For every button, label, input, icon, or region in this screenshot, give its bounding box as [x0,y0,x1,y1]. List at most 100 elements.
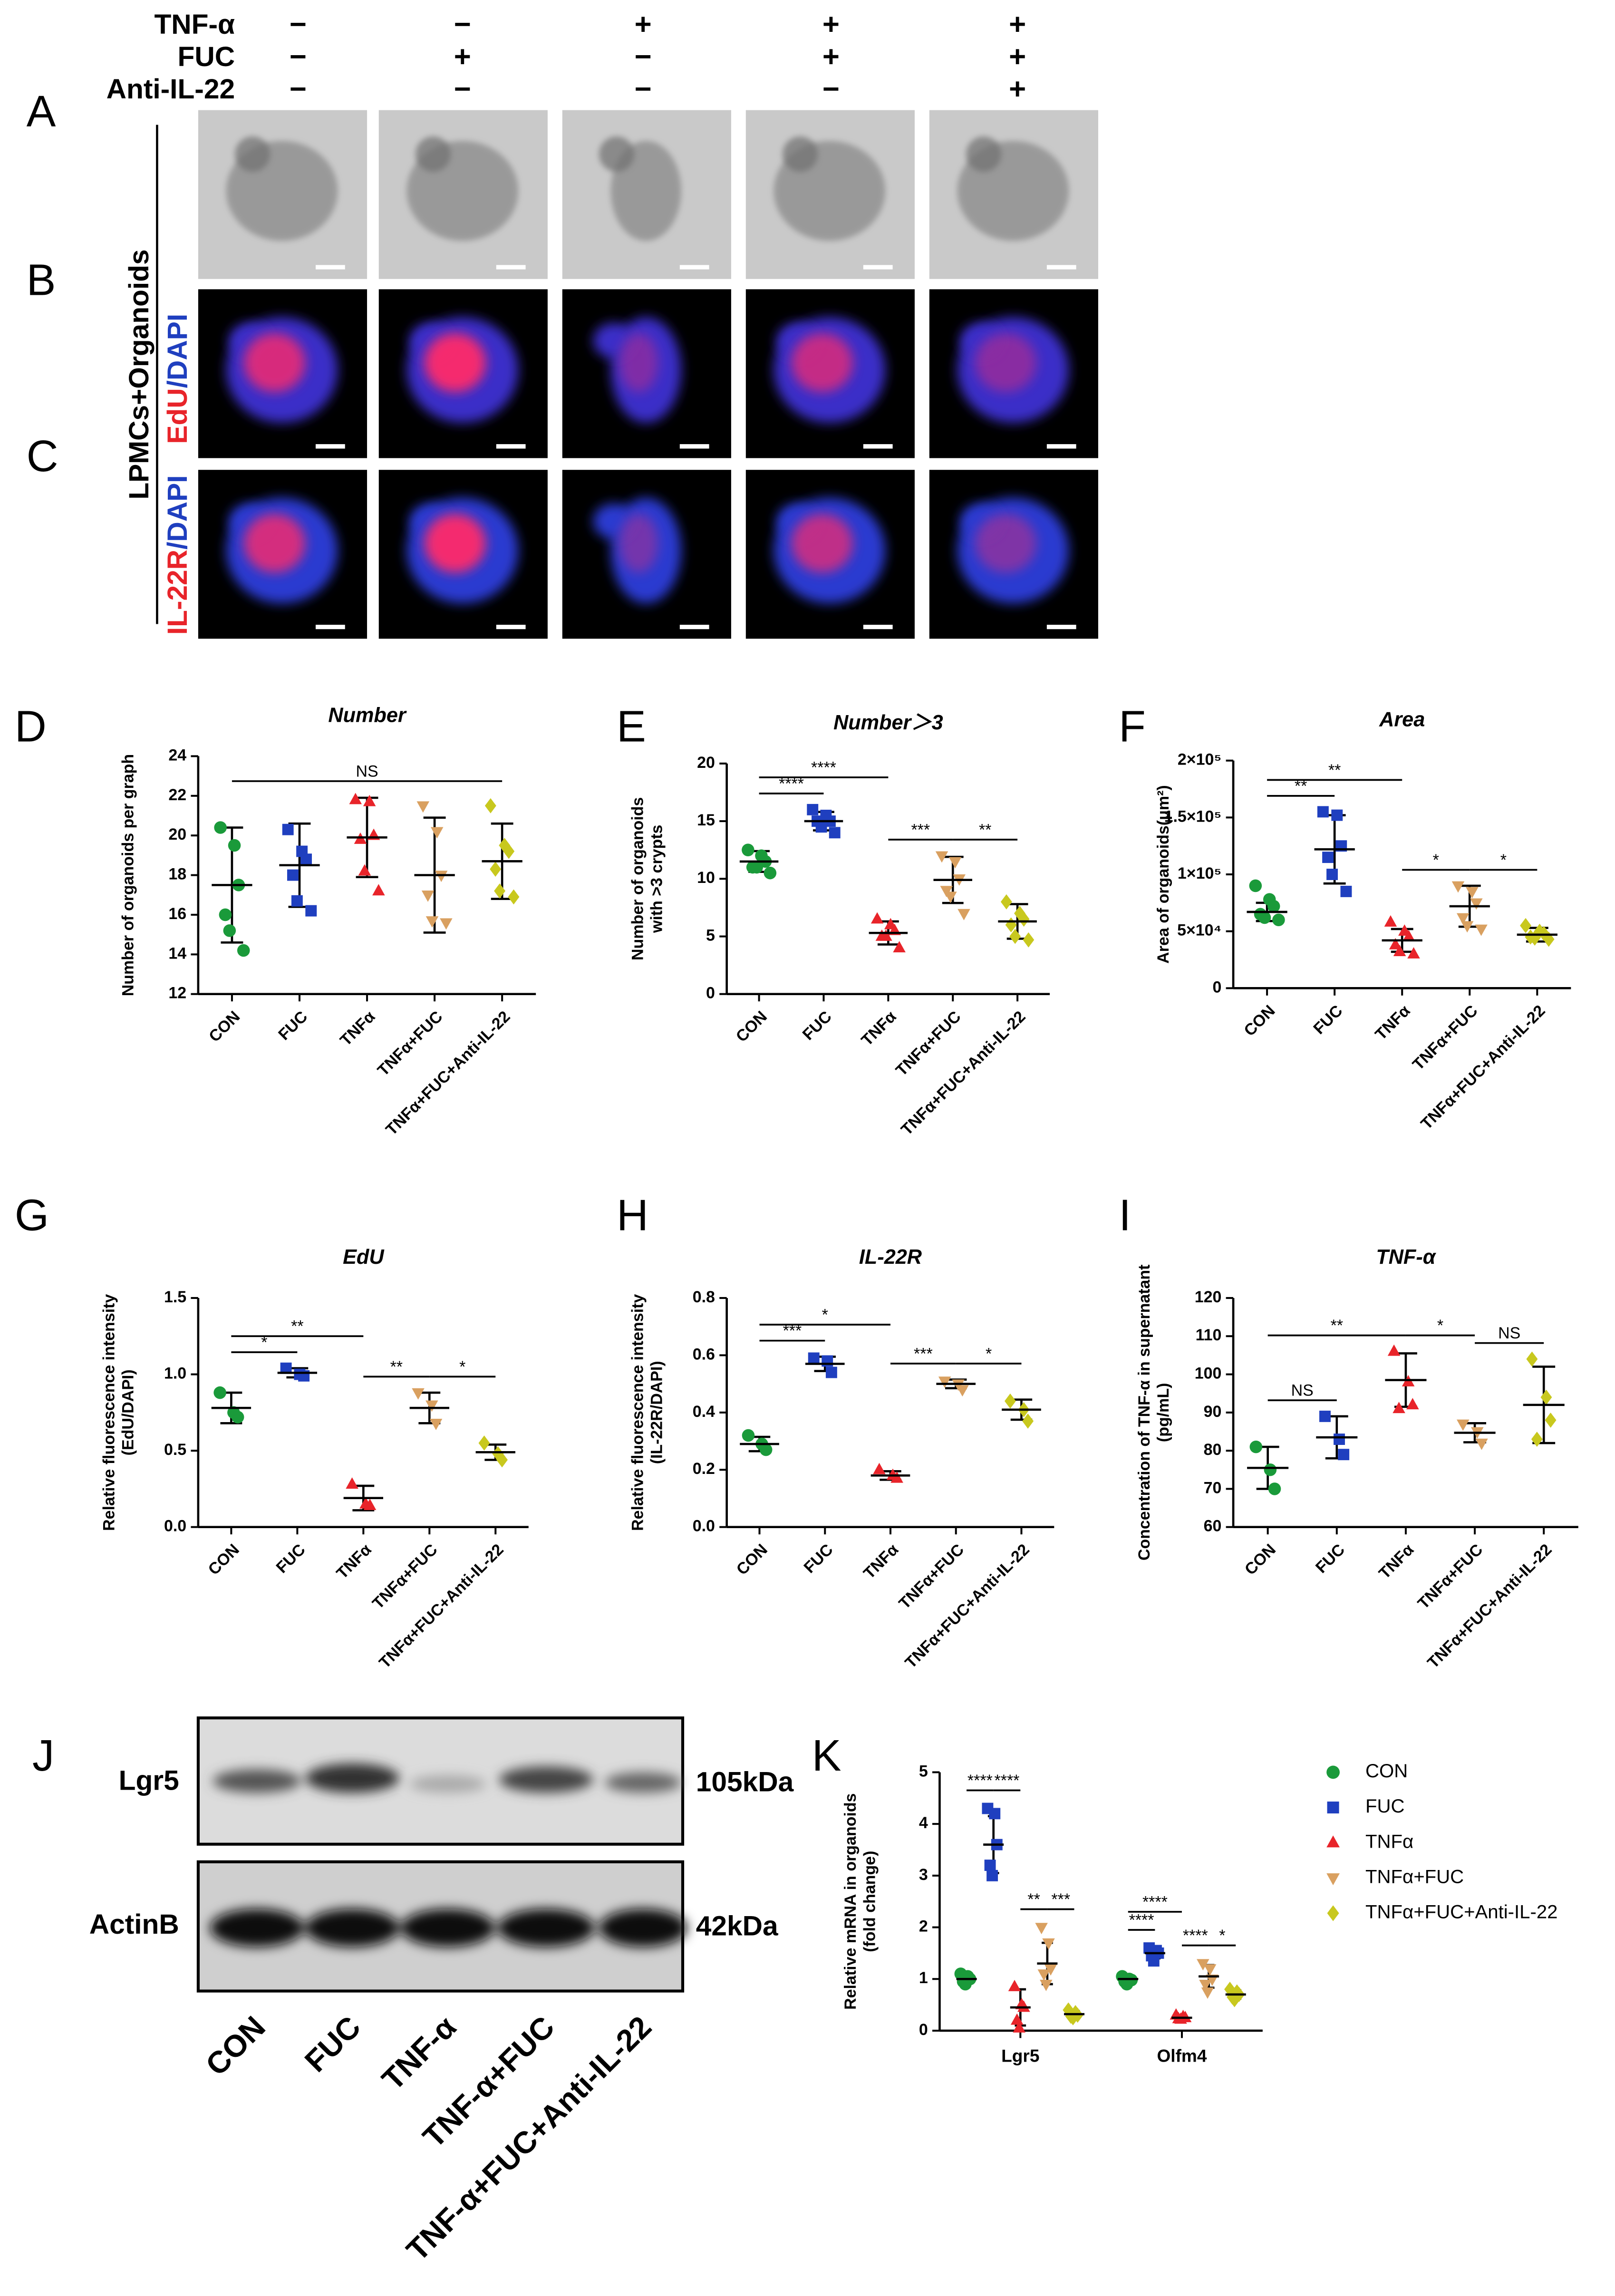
x-tick-label: TNFα+FUC+Anti-IL-22 [382,1008,513,1139]
organoid [599,136,635,172]
point [1393,945,1406,957]
band [213,1769,301,1793]
y-tick-label: 2 [919,1918,928,1936]
x-tick-label: TNFα+FUC [1409,1002,1481,1074]
point [494,883,505,899]
point [873,1463,886,1474]
point [750,861,763,874]
micrograph-grid [198,110,1098,639]
significance-label: * [986,1345,992,1363]
point [1008,1979,1021,1991]
y-axis-label: Relative fluorescence intensity [629,1294,647,1531]
x-tick-label: TNFα+FUC+Anti-IL-22 [1417,1002,1548,1133]
significance-label: ** [390,1358,403,1376]
signal [975,513,1036,573]
y-tick-label: 5×10⁴ [1177,921,1221,940]
treatment-mark: − [454,8,471,41]
point [508,889,520,905]
treatment-name: FUC [178,41,235,72]
y-tick-label: 5 [919,1762,928,1780]
band [499,1766,593,1793]
point [228,839,241,852]
point [1022,1413,1034,1429]
stain: EdU [162,388,193,444]
y-tick-label: 1.5 [164,1288,186,1306]
y-tick-label: 100 [1195,1365,1222,1383]
blot-size: 105kDa [696,1767,794,1798]
point [1326,869,1338,880]
significance-label: NS [356,762,378,780]
point [742,1429,755,1442]
y-axis-label: (EdU/DAPI) [119,1369,137,1455]
legend-label: TNFα [1365,1831,1413,1852]
y-tick-label: 120 [1195,1288,1222,1306]
x-tick-label: TNFα [333,1540,375,1582]
y-axis-label: (pg/mL) [1154,1383,1172,1442]
y-axis-label: (IL-22R/DAPI) [648,1361,666,1464]
point [305,905,317,917]
point [1017,2000,1030,2012]
signal [975,333,1036,392]
significance-label: **** [995,1772,1020,1790]
treatment-mark: + [1009,73,1026,106]
panel-label: H [617,1191,648,1240]
point [478,1435,490,1451]
point [1327,1905,1339,1921]
band [409,1775,486,1793]
band [305,1908,399,1947]
y-tick-label: 16 [168,905,186,923]
point [935,851,948,863]
x-tick-label: TNFα+FUC [892,1008,965,1080]
y-tick-label: 0.4 [693,1403,715,1421]
point [1466,887,1479,899]
point [1387,1344,1401,1356]
blot-label: ActinB [89,1909,179,1940]
point [1023,932,1035,948]
significance-label: **** [811,758,836,776]
point [764,866,777,880]
point [1451,881,1465,893]
lane-label: CON [199,2009,272,2083]
point [940,886,953,898]
band [599,1908,687,1947]
treatment-mark: − [290,8,307,41]
x-tick-label: TNFα+FUC [895,1540,967,1613]
y-tick-label: 80 [1204,1441,1222,1459]
y-tick-label: 24 [168,746,186,764]
treatment-mark: − [290,73,307,106]
point [807,804,819,815]
point [1267,900,1280,913]
significance-label: *** [911,821,930,839]
point [291,895,303,907]
point [742,843,754,856]
significance-label: * [1219,1927,1225,1945]
significance-label: * [822,1306,828,1324]
y-tick-label: 20 [168,825,186,843]
point [1406,1398,1419,1410]
point [363,794,376,806]
y-axis-label: Number of organoids [629,797,647,960]
y-tick-label: 14 [168,944,186,962]
x-tick-label: TNFα+FUC+Anti-IL-22 [376,1540,507,1672]
point [829,827,841,839]
significance-label: * [261,1333,267,1351]
y-tick-label: 110 [1196,1326,1222,1344]
x-tick-label: CON [205,1540,243,1579]
significance-label: * [1437,1317,1443,1335]
signal [243,333,306,392]
point [426,1400,438,1412]
point [1326,1765,1340,1779]
x-tick-label: TNFα [858,1008,899,1049]
point [1197,1959,1209,1971]
treatment-mark: + [822,40,840,73]
point [1531,1432,1543,1447]
point [1249,1440,1263,1453]
stain: /DAPI [162,314,193,388]
panel-label: B [27,255,56,304]
point [280,1362,292,1374]
point [1326,1873,1340,1886]
signal [619,513,658,573]
point [1334,1434,1345,1445]
point [989,1808,1001,1820]
significance-label: ** [979,821,991,839]
